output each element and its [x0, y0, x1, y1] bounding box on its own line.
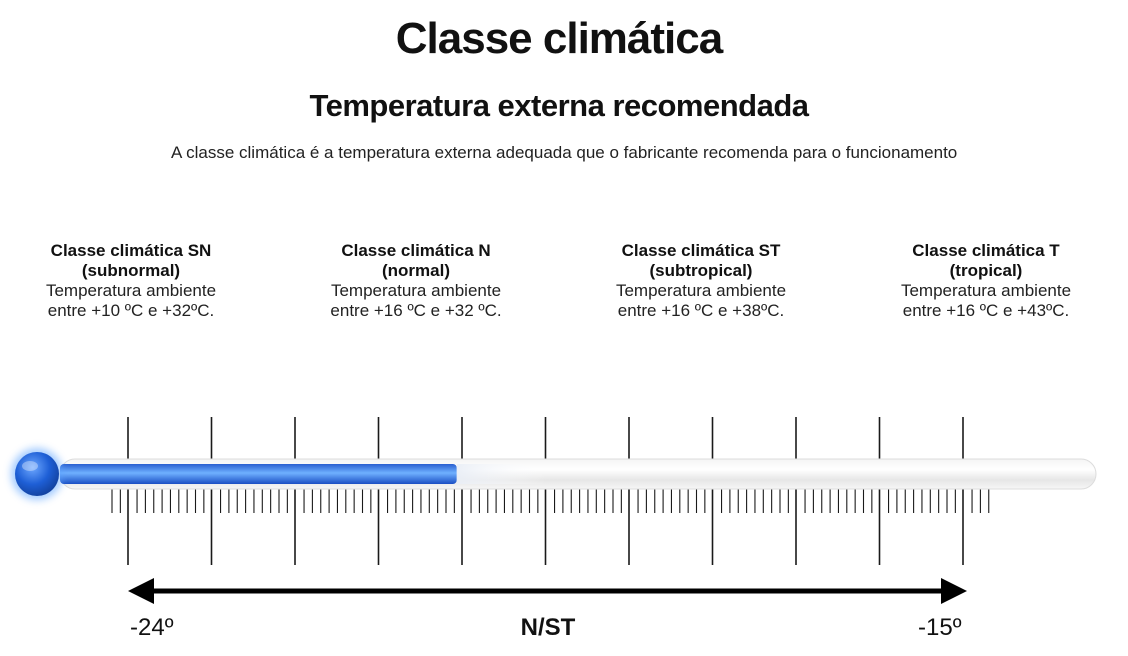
- climate-class-t: Classe climática T (tropical) Temperatur…: [866, 241, 1106, 321]
- climate-class-desc: Temperatura ambiente: [900, 281, 1072, 300]
- climate-class-type: (subtropical): [649, 261, 753, 280]
- climate-class-type: (subnormal): [81, 261, 181, 280]
- scale-min-label: -24º: [130, 614, 174, 641]
- climate-class-desc: Temperatura ambiente: [330, 281, 502, 300]
- climate-class-range: entre +16 ºC e +43ºC.: [902, 301, 1070, 320]
- climate-class-sn: Classe climática SN (subnormal) Temperat…: [11, 241, 251, 321]
- intro-text: A classe climática é a temperatura exter…: [171, 143, 958, 162]
- climate-class-type: (normal): [382, 261, 450, 280]
- scale-center-label: N/ST: [520, 614, 576, 641]
- scale-ticks: [111, 417, 990, 565]
- climate-class-n: Classe climática N (normal) Temperatura …: [296, 241, 536, 321]
- climate-class-desc: Temperatura ambiente: [615, 281, 787, 300]
- thermometer-fluid-fade: [456, 464, 547, 484]
- climate-class-name: Classe climática SN: [50, 241, 212, 260]
- climate-class-name: Classe climática N: [341, 241, 491, 260]
- scale-max-label: -15º: [918, 614, 962, 641]
- page-subtitle: Temperatura externa recomendada: [309, 88, 809, 123]
- thermometer-fluid: [60, 464, 457, 484]
- climate-class-range: entre +16 ºC e +38ºC.: [617, 301, 785, 320]
- climate-class-st: Classe climática ST (subtropical) Temper…: [581, 241, 821, 321]
- climate-class-range: entre +10 ºC e +32ºC.: [47, 301, 215, 320]
- range-arrow-left-icon: [128, 578, 154, 604]
- climate-class-name: Classe climática ST: [621, 241, 781, 260]
- climate-class-range: entre +16 ºC e +32 ºC.: [330, 301, 502, 320]
- page-title: Classe climática: [395, 14, 723, 63]
- thermometer-bulb-icon: [15, 452, 59, 496]
- climate-class-type: (tropical): [949, 261, 1023, 280]
- thermometer-bulb-highlight: [22, 461, 38, 471]
- climate-class-desc: Temperatura ambiente: [45, 281, 217, 300]
- thermometer-scale: [11, 417, 1097, 604]
- climate-class-name: Classe climática T: [912, 241, 1060, 260]
- range-arrow-right-icon: [941, 578, 967, 604]
